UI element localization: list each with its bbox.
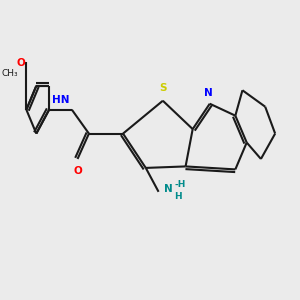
Text: CH₃: CH₃ — [1, 69, 18, 78]
Text: O: O — [16, 58, 25, 68]
Text: N: N — [164, 184, 173, 194]
Text: S: S — [159, 83, 166, 93]
Text: -H: -H — [174, 180, 186, 189]
Text: HN: HN — [52, 95, 69, 105]
Text: N: N — [204, 88, 213, 98]
Text: O: O — [73, 167, 82, 176]
Text: H: H — [174, 192, 182, 201]
